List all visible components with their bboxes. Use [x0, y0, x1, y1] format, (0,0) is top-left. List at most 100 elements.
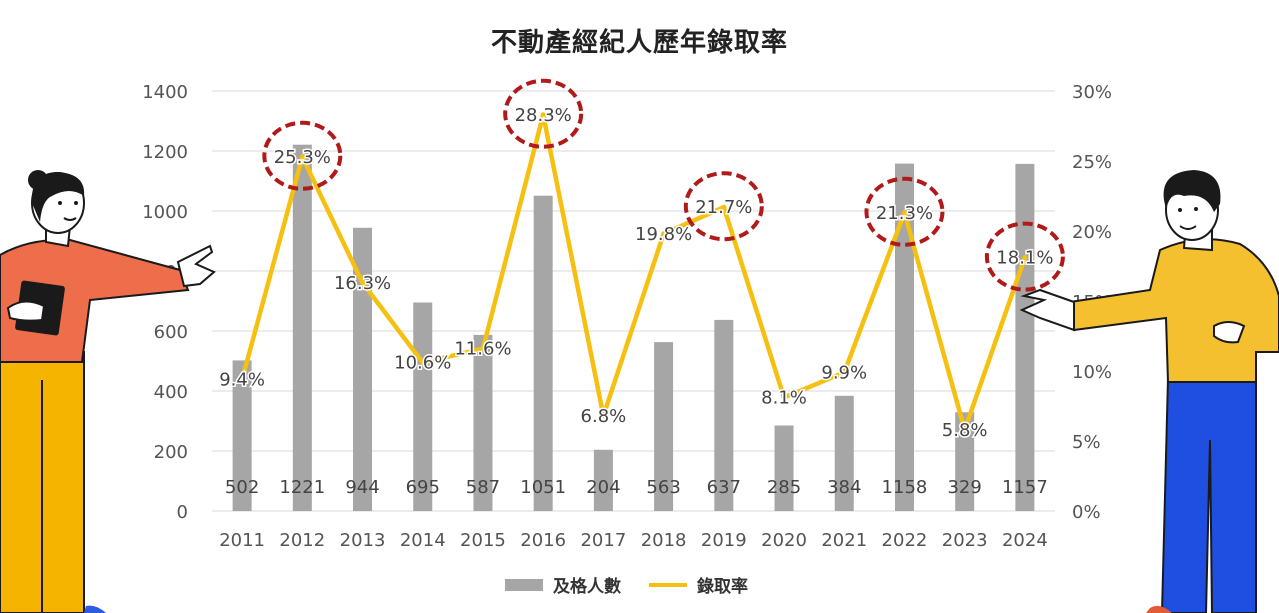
- left-axis-ticks: 0200400600800100012001400: [142, 82, 188, 523]
- bar-2011: [232, 360, 252, 511]
- bar-value-label: 587: [466, 477, 500, 498]
- x-axis-tick-label: 2011: [219, 530, 265, 551]
- x-axis-tick-label: 2024: [1002, 530, 1048, 551]
- left-axis-tick-label: 0: [177, 502, 188, 523]
- rate-value-label: 18.1%: [996, 248, 1053, 269]
- legend-line-label: 錄取率: [697, 577, 748, 597]
- bar-value-label: 329: [947, 477, 981, 498]
- bar-2013: [353, 227, 373, 512]
- rate-point-2017: [600, 413, 606, 419]
- bar-value-label: 944: [345, 477, 379, 498]
- gridlines: [212, 90, 1055, 512]
- rate-point-2012: [299, 154, 305, 160]
- bar-2016: [533, 195, 553, 511]
- chart-title: 不動產經紀人歷年錄取率: [490, 28, 788, 58]
- highlight-circle-2016: [503, 78, 584, 149]
- x-axis-tick-label: 2013: [340, 530, 386, 551]
- rate-point-2016: [540, 112, 546, 118]
- bar-2012: [292, 144, 312, 511]
- rate-point-2022: [901, 210, 907, 216]
- x-axis-tick-label: 2014: [400, 530, 446, 551]
- left-axis-tick-label: 200: [154, 442, 188, 463]
- legend-line-swatch: [649, 582, 687, 587]
- rate-point-2011: [239, 376, 245, 382]
- rate-value-label: 9.4%: [219, 369, 265, 390]
- rate-value-label: 28.3%: [515, 105, 572, 126]
- rate-point-2013: [360, 280, 366, 286]
- legend-bar-swatch: [505, 578, 543, 591]
- bar-value-label: 695: [406, 477, 440, 498]
- x-axis-tick-label: 2016: [520, 530, 566, 551]
- bar-value-labels: 502 1221 944 695 587 1051 204 563 637 285 384 1158 3…: [225, 477, 1048, 498]
- left-axis-tick-label: 1000: [142, 202, 188, 223]
- bar-2015: [473, 334, 493, 511]
- right-axis-tick-label: 0%: [1072, 502, 1101, 523]
- legend-bar-label: 及格人數: [553, 577, 621, 597]
- bar-2019: [714, 319, 734, 511]
- rate-point-2018: [661, 231, 667, 237]
- highlight-circle-2019: [683, 171, 764, 242]
- bar-2018: [654, 342, 674, 511]
- bar-value-label: 1157: [1002, 477, 1048, 498]
- rate-value-label: 10.6%: [394, 353, 451, 374]
- legend-item-bars: 及格人數: [505, 572, 621, 597]
- highlight-circles: [262, 78, 1065, 292]
- bar-value-label: 563: [646, 477, 680, 498]
- x-axis-tick-label: 2012: [279, 530, 325, 551]
- right-axis-tick-label: 30%: [1072, 82, 1112, 103]
- rate-value-label: 11.6%: [454, 339, 511, 360]
- rate-value-label: 21.3%: [876, 203, 933, 224]
- right-axis-tick-label: 5%: [1072, 432, 1101, 453]
- highlight-circle-2024: [984, 221, 1065, 292]
- bar-2017: [593, 449, 613, 511]
- rate-value-label: 6.8%: [581, 406, 627, 427]
- bar-value-label: 1221: [279, 477, 325, 498]
- bar-2024: [1015, 163, 1035, 511]
- line-value-labels: 9.4%25.3%16.3%10.6%11.6%28.3%6.8%19.8%21…: [218, 103, 1055, 442]
- line-series: [239, 112, 1028, 433]
- x-axis-tick-label: 2015: [460, 530, 506, 551]
- woman-illustration: [0, 170, 216, 613]
- bar-2023: [955, 412, 975, 511]
- rate-point-2015: [480, 346, 486, 352]
- bar-value-label: 1051: [520, 477, 566, 498]
- bar-value-label: 384: [827, 477, 861, 498]
- rate-value-label: 5.8%: [942, 420, 988, 441]
- rate-point-2020: [781, 395, 787, 401]
- rate-value-label: 19.8%: [635, 224, 692, 245]
- rate-value-label: 25.3%: [274, 147, 331, 168]
- rate-value-label: 21.7%: [695, 197, 752, 218]
- rate-line: [239, 112, 1028, 433]
- bar-series: [232, 144, 1035, 512]
- right-axis-tick-label: 10%: [1072, 362, 1112, 383]
- left-axis-tick-label: 1400: [142, 82, 188, 103]
- bar-value-label: 502: [225, 477, 259, 498]
- rate-point-2014: [420, 360, 426, 366]
- x-axis-tick-label: 2023: [942, 530, 988, 551]
- man-illustration: [1019, 170, 1279, 613]
- bar-2020: [774, 425, 794, 511]
- legend: 及格人數 錄取率: [505, 572, 776, 597]
- bar-2021: [834, 395, 854, 511]
- x-axis-tick-label: 2019: [701, 530, 747, 551]
- bar-2022: [894, 163, 914, 511]
- bar-value-label: 637: [707, 477, 741, 498]
- right-axis-tick-label: 20%: [1072, 222, 1112, 243]
- x-axis-ticks: 2011 2012 2013 2014 2015 2016 2017 2018 2019 2020…: [219, 530, 1048, 551]
- x-axis-tick-label: 2020: [761, 530, 807, 551]
- rate-point-2024: [1022, 255, 1028, 261]
- x-axis-tick-label: 2017: [580, 530, 626, 551]
- rate-value-label: 9.9%: [821, 362, 867, 383]
- rate-value-label: 8.1%: [761, 388, 807, 409]
- rate-point-2021: [841, 369, 847, 375]
- left-axis-tick-label: 600: [154, 322, 188, 343]
- x-axis-tick-label: 2018: [641, 530, 687, 551]
- x-axis-tick-label: 2021: [821, 530, 867, 551]
- rate-point-2019: [721, 204, 727, 210]
- bar-value-label: 285: [767, 477, 801, 498]
- rate-value-label: 16.3%: [334, 273, 391, 294]
- legend-item-line: 錄取率: [649, 572, 748, 597]
- bar-value-label: 204: [586, 477, 620, 498]
- rate-point-2023: [962, 427, 968, 433]
